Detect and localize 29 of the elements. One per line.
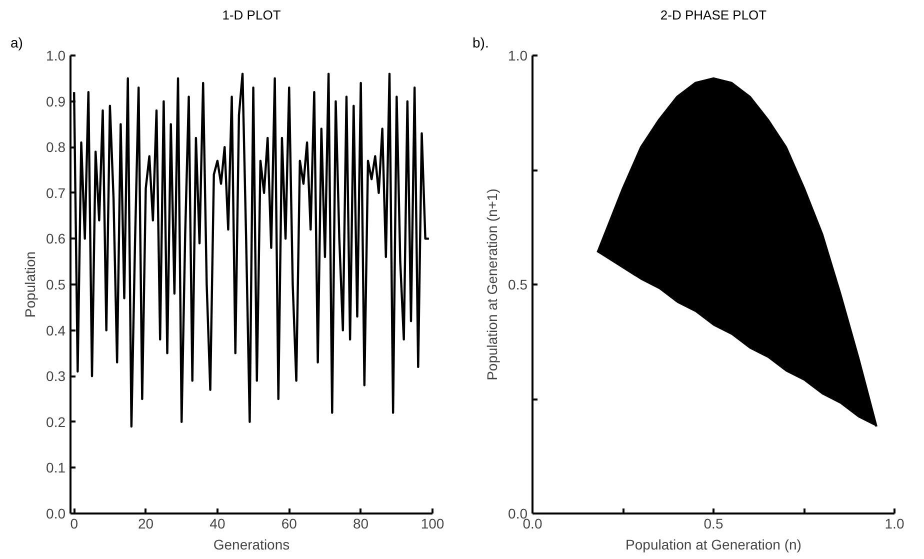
x-tick-label: 100 <box>420 516 444 532</box>
chart-title: 2-D PHASE PLOT <box>660 8 767 22</box>
x-axis-title: Generations <box>213 536 290 552</box>
chart-title: 1-D PLOT <box>222 8 281 22</box>
y-tick-label: 0.2 <box>46 414 66 430</box>
x-tick-label: 0.5 <box>704 516 724 532</box>
y-tick-label: 0.9 <box>46 93 66 110</box>
y-tick-label: 0.6 <box>46 230 66 247</box>
y-tick-label: 0.3 <box>46 368 66 384</box>
y-tick-label: 0.0 <box>46 506 66 522</box>
y-tick-label: 0.7 <box>46 184 66 201</box>
y-tick-label: 0.5 <box>46 276 66 292</box>
y-tick-label: 1.0 <box>508 48 528 64</box>
text: a) <box>10 34 23 50</box>
x-tick-label: 1.0 <box>884 516 904 532</box>
x-tick-label: 40 <box>210 516 226 532</box>
y-tick-label: 0.4 <box>46 322 66 338</box>
x-axis-title: Population at Generation (n) <box>626 536 802 552</box>
x-tick-label: 20 <box>138 516 154 532</box>
y-tick-label: 1.0 <box>46 48 66 64</box>
text: b). <box>472 34 489 50</box>
x-tick-label: 0 <box>70 516 78 532</box>
y-tick-label: 0.5 <box>508 276 528 292</box>
y-tick-label: 0.1 <box>46 460 66 476</box>
y-axis-title: Population <box>22 251 38 318</box>
y-axis-title: Population at Generation (n+1) <box>484 188 500 380</box>
x-tick-label: 60 <box>281 516 298 532</box>
x-tick-label: 80 <box>353 516 369 532</box>
y-tick-label: 0.8 <box>46 139 66 156</box>
